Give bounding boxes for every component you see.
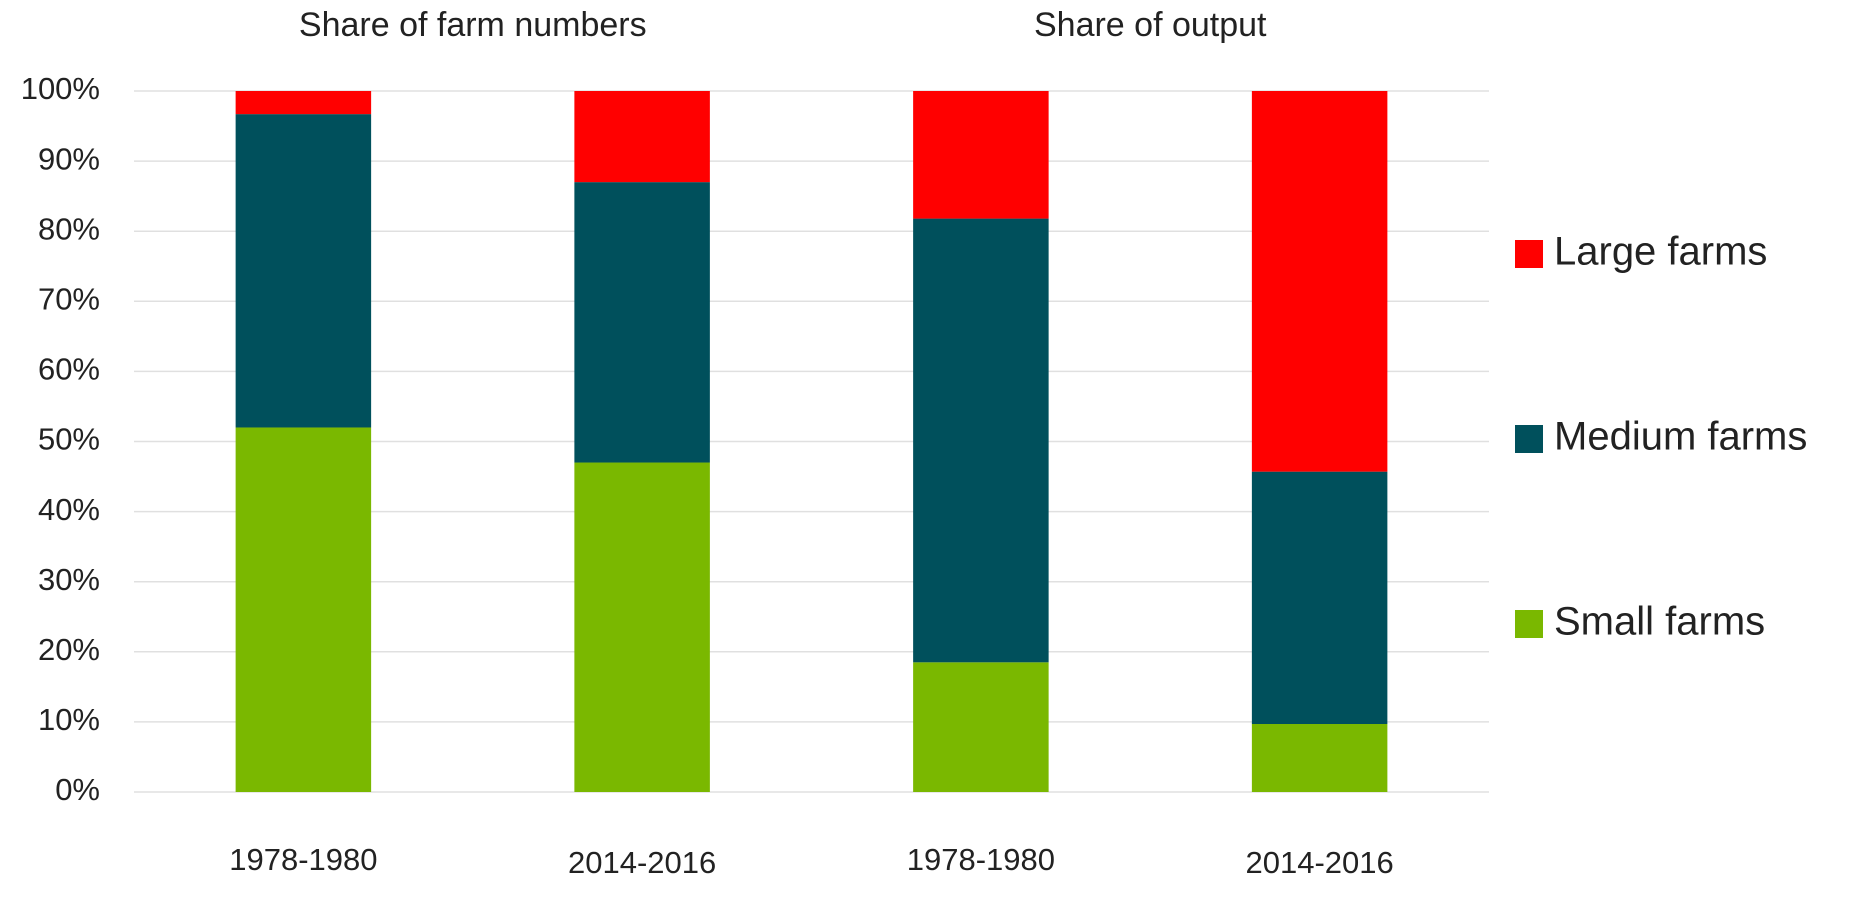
bar-segment bbox=[1251, 471, 1388, 725]
y-tick-label: 100% bbox=[21, 71, 100, 106]
legend-label: Medium farms bbox=[1554, 415, 1807, 459]
bar-segment bbox=[913, 662, 1049, 792]
legend-label: Large farms bbox=[1554, 230, 1767, 274]
x-tick-label: 2014-2016 bbox=[1246, 845, 1394, 880]
y-tick-label: 10% bbox=[38, 702, 100, 737]
x-tick-label: 2014-2016 bbox=[568, 845, 716, 880]
y-tick-label: 60% bbox=[38, 352, 100, 387]
y-tick-label: 70% bbox=[38, 281, 100, 316]
group-title: Share of farm numbers bbox=[299, 6, 647, 44]
bar-segment bbox=[574, 91, 710, 183]
legend-swatch bbox=[1515, 610, 1543, 638]
bar-segment bbox=[1251, 724, 1388, 792]
bar-segment bbox=[235, 114, 372, 428]
y-tick-label: 30% bbox=[38, 562, 100, 597]
legend-label: Small farms bbox=[1554, 600, 1765, 644]
y-tick-label: 0% bbox=[55, 772, 100, 807]
bar-segment bbox=[574, 462, 710, 792]
bar-segment bbox=[913, 218, 1049, 663]
y-tick-label: 90% bbox=[38, 141, 100, 176]
y-tick-label: 20% bbox=[38, 632, 100, 667]
bar-segment bbox=[574, 182, 710, 463]
bar-segment bbox=[913, 91, 1049, 219]
bar-segment bbox=[1251, 91, 1388, 472]
legend-swatch bbox=[1515, 240, 1543, 268]
y-tick-label: 40% bbox=[38, 492, 100, 527]
bar-segment bbox=[235, 91, 372, 115]
y-tick-label: 80% bbox=[38, 211, 100, 246]
group-title: Share of output bbox=[1034, 6, 1267, 44]
y-tick-label: 50% bbox=[38, 422, 100, 457]
x-tick-label: 1978-1980 bbox=[907, 842, 1055, 877]
legend-swatch bbox=[1515, 425, 1543, 453]
bar-segment bbox=[235, 427, 372, 792]
x-tick-label: 1978-1980 bbox=[229, 842, 377, 877]
